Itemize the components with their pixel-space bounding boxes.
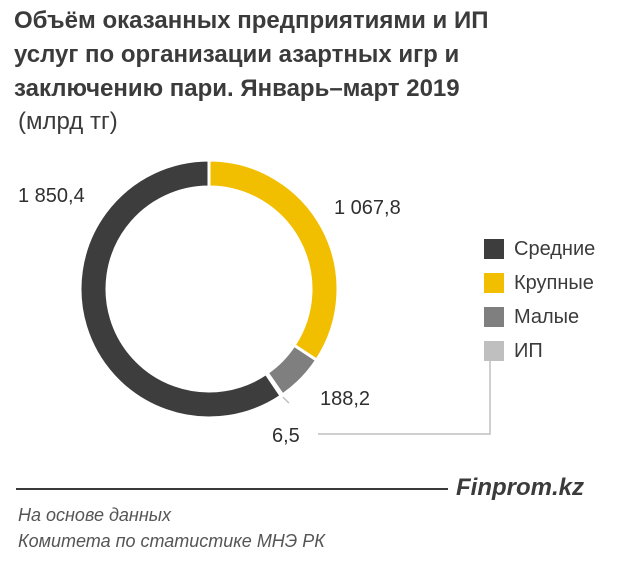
source-line: На основе данных (18, 505, 171, 525)
legend-item-srednie: Средние (484, 232, 595, 266)
ip-leader-tick (282, 396, 290, 404)
source-line: Комитета по статистике МНЭ РК (18, 531, 325, 551)
legend-item-malye: Малые (484, 300, 595, 334)
chart-title-line: Объём оказанных предприятиями и ИП (14, 7, 489, 34)
brand-logo-text: Finprom.kz (456, 474, 585, 501)
legend-item-ip: ИП (484, 334, 595, 368)
donut-slice-srednie (78, 158, 284, 420)
legend-label: Крупные (514, 271, 594, 294)
legend-label: Средние (514, 237, 596, 260)
source-note: На основе данных Комитета по статистике … (18, 502, 325, 554)
legend-swatch (484, 239, 504, 259)
chart-legend: Средние Крупные Малые ИП (484, 232, 595, 368)
chart-subtitle: (млрд тг) (18, 108, 118, 135)
ip-leader-line (318, 356, 491, 435)
data-label-ip: 6,5 (272, 425, 300, 447)
footer-divider (16, 488, 448, 490)
legend-swatch (484, 307, 504, 327)
chart-title-line: заключению пари. Январь–март 2019 (14, 75, 460, 102)
chart-title-line: услуг по организации азартных игр и (14, 41, 460, 68)
legend-label: ИП (514, 339, 543, 362)
legend-swatch (484, 273, 504, 293)
data-label-malye: 188,2 (320, 388, 370, 410)
donut-slice-krupnye (207, 158, 340, 363)
legend-item-krupnye: Крупные (484, 266, 595, 300)
data-label-srednie: 1 850,4 (18, 185, 85, 207)
legend-swatch (484, 341, 504, 361)
legend-label: Малые (514, 305, 580, 328)
data-label-krupnye: 1 067,8 (334, 197, 401, 219)
chart-title: Объём оказанных предприятиями и ИП услуг… (14, 4, 574, 106)
